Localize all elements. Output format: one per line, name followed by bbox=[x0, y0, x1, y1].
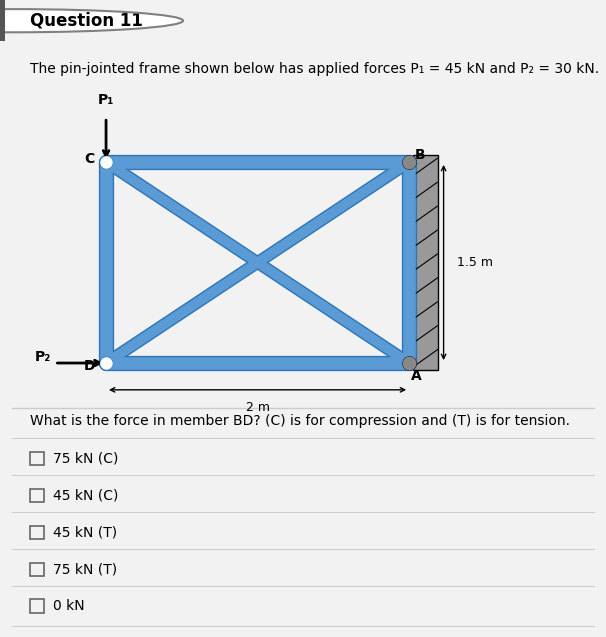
Bar bbox=[30, 452, 44, 465]
Text: D: D bbox=[84, 359, 95, 373]
Text: What is the force in member BD? (C) is for compression and (T) is for tension.: What is the force in member BD? (C) is f… bbox=[30, 413, 570, 427]
Text: Question 11: Question 11 bbox=[30, 11, 143, 30]
Text: P₁: P₁ bbox=[98, 92, 115, 106]
Text: A: A bbox=[411, 369, 422, 383]
Text: 45 kN (C): 45 kN (C) bbox=[53, 488, 118, 502]
Text: The pin-jointed frame shown below has applied forces P₁ = 45 kN and P₂ = 30 kN.: The pin-jointed frame shown below has ap… bbox=[30, 62, 599, 76]
Text: 0 kN: 0 kN bbox=[53, 599, 84, 613]
Text: 75 kN (T): 75 kN (T) bbox=[53, 562, 117, 576]
Text: 1.5 m: 1.5 m bbox=[457, 256, 493, 269]
Bar bbox=[30, 599, 44, 613]
Text: 45 kN (T): 45 kN (T) bbox=[53, 525, 117, 539]
Bar bbox=[30, 526, 44, 539]
Text: P₂: P₂ bbox=[35, 350, 50, 364]
Text: 75 kN (C): 75 kN (C) bbox=[53, 452, 118, 465]
Bar bbox=[30, 562, 44, 576]
Circle shape bbox=[0, 9, 183, 32]
Text: B: B bbox=[415, 148, 425, 162]
Text: 2 m: 2 m bbox=[245, 401, 270, 413]
Bar bbox=[413, 155, 438, 370]
Text: C: C bbox=[84, 152, 94, 166]
Bar bbox=[30, 489, 44, 502]
Bar bbox=[0, 0, 5, 41]
